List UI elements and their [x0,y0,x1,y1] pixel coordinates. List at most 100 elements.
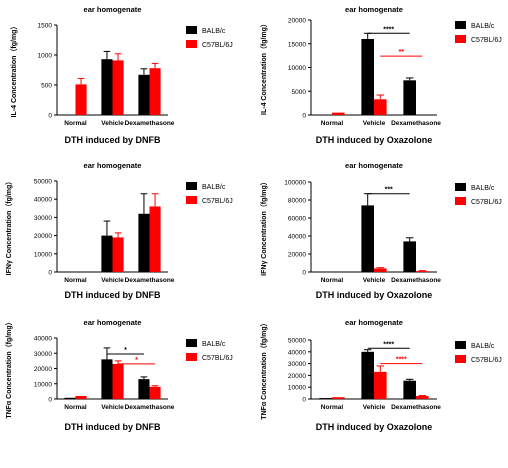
chart-panel-5: ear homogenate 0 10000 20000 30000 40000 Norma… [5,318,233,432]
legend-label: C57BL/6J [471,357,502,364]
legend-swatch-c57bl6j [186,353,197,361]
y-tick-label: 5000 [292,89,307,96]
bar-balbc-dexamethasone [138,74,150,115]
x-tick-label: Normal [321,277,344,284]
x-tick-label: Dexamethasone [125,277,175,284]
bar-c57bl6j-normal [332,112,345,115]
legend-swatch-balbc [186,182,197,190]
y-tick-label: 0 [48,270,52,277]
y-tick-label: 0 [48,397,52,404]
legend-label: C57BL/6J [471,37,502,44]
x-tick-label: Dexamethasone [391,277,441,284]
legend-label: C57BL/6J [471,199,502,206]
bar-balbc-dexamethasone [403,380,416,399]
legend-swatch-balbc [186,339,197,347]
legend-label: BALB/c [202,184,226,191]
chart-title: ear homogenate [345,5,403,14]
x-tick-label: Dexamethasone [125,120,175,127]
bar-c57bl6j-normal [75,395,87,399]
y-tick-label: 20000 [34,366,52,373]
legend-label: C57BL/6J [202,198,233,205]
x-axis-title: DTH induced by Oxazolone [316,135,433,145]
chart-title: ear homogenate [84,5,142,14]
legend-label: BALB/c [471,343,495,350]
bar-balbc-dexamethasone [138,213,150,272]
y-tick-label: 10000 [34,251,52,258]
x-axis-title: DTH induced by DNFB [65,422,161,432]
bar-c57bl6j-dexamethasone [416,271,429,272]
y-tick-label: 40000 [34,336,52,343]
bar-c57bl6j-vehicle [374,268,387,272]
x-tick-label: Vehicle [363,404,386,411]
bar-c57bl6j-vehicle [374,371,387,399]
bar-c57bl6j-dexamethasone [416,396,429,399]
legend-swatch-c57bl6j [455,35,466,43]
y-tick-label: 20000 [288,252,306,259]
x-axis-title: DTH induced by Oxazolone [316,422,433,432]
y-tick-label: 40000 [288,349,306,356]
significance-label: * [135,357,138,364]
y-tick-label: 10000 [34,381,52,388]
x-tick-label: Vehicle [363,277,386,284]
bar-c57bl6j-vehicle [112,363,124,399]
y-tick-label: 20000 [288,18,306,25]
x-tick-label: Normal [64,404,87,411]
significance-label: **** [383,341,394,348]
chart-title: ear homogenate [84,318,142,327]
bar-c57bl6j-dexamethasone [149,206,161,272]
y-axis-title: IL-4 Concentration（fg/mg） [260,20,268,115]
x-axis-title: DTH induced by Oxazolone [316,290,433,300]
bar-balbc-vehicle [361,39,374,115]
bar-balbc-dexamethasone [403,241,416,272]
y-tick-label: 50000 [288,338,306,345]
bar-balbc-dexamethasone [138,379,150,399]
y-tick-label: 40000 [288,234,306,241]
bar-balbc-normal [319,398,332,399]
x-tick-label: Vehicle [101,277,124,284]
chart-panel-4: ear homogenate 0 20000 40000 60000 80000 10000… [260,161,502,300]
bar-c57bl6j-vehicle [112,60,124,115]
bar-balbc-vehicle [101,59,113,115]
x-tick-label: Normal [64,120,87,127]
significance-label: * [124,347,127,354]
bar-c57bl6j-dexamethasone [149,386,161,399]
y-tick-label: 15000 [288,41,306,48]
legend-swatch-balbc [186,26,197,34]
bar-balbc-vehicle [361,351,374,399]
y-tick-label: 0 [48,113,52,120]
chart-title: ear homogenate [345,318,403,327]
y-tick-label: 80000 [288,198,306,205]
x-tick-label: Vehicle [101,120,124,127]
legend-swatch-balbc [455,183,466,191]
x-tick-label: Normal [321,404,344,411]
legend-label: BALB/c [202,341,226,348]
legend-swatch-c57bl6j [186,40,197,48]
y-tick-label: 0 [302,270,306,277]
y-axis-title: TNFα Concentration（fg/mg） [260,319,268,419]
legend-label: BALB/c [471,185,495,192]
y-tick-label: 10000 [288,385,306,392]
x-tick-label: Dexamethasone [391,404,441,411]
legend-swatch-balbc [455,341,466,349]
chart-title: ear homogenate [84,161,142,170]
x-axis-title: DTH induced by DNFB [65,290,161,300]
y-tick-label: 1000 [38,53,53,60]
bar-c57bl6j-vehicle [374,99,387,115]
legend-label: C57BL/6J [202,42,233,49]
y-axis-title: IFNγ Concentration（fg/mg） [260,178,268,276]
chart-title: ear homogenate [345,161,403,170]
significance-label: *** [385,187,393,194]
bar-c57bl6j-dexamethasone [149,68,161,115]
chart-panel-3: ear homogenate 0 10000 20000 30000 40000 50000… [5,161,233,300]
bar-c57bl6j-normal [332,397,345,399]
y-axis-title: IFNγ Concentration（fg/mg） [5,178,13,276]
y-tick-label: 40000 [34,197,52,204]
y-tick-label: 20000 [34,233,52,240]
significance-label: **** [383,26,394,33]
y-tick-label: 20000 [288,373,306,380]
significance-label: ** [399,49,405,56]
significance-label: **** [396,357,407,364]
y-tick-label: 10000 [288,65,306,72]
legend-label: BALB/c [471,23,495,30]
